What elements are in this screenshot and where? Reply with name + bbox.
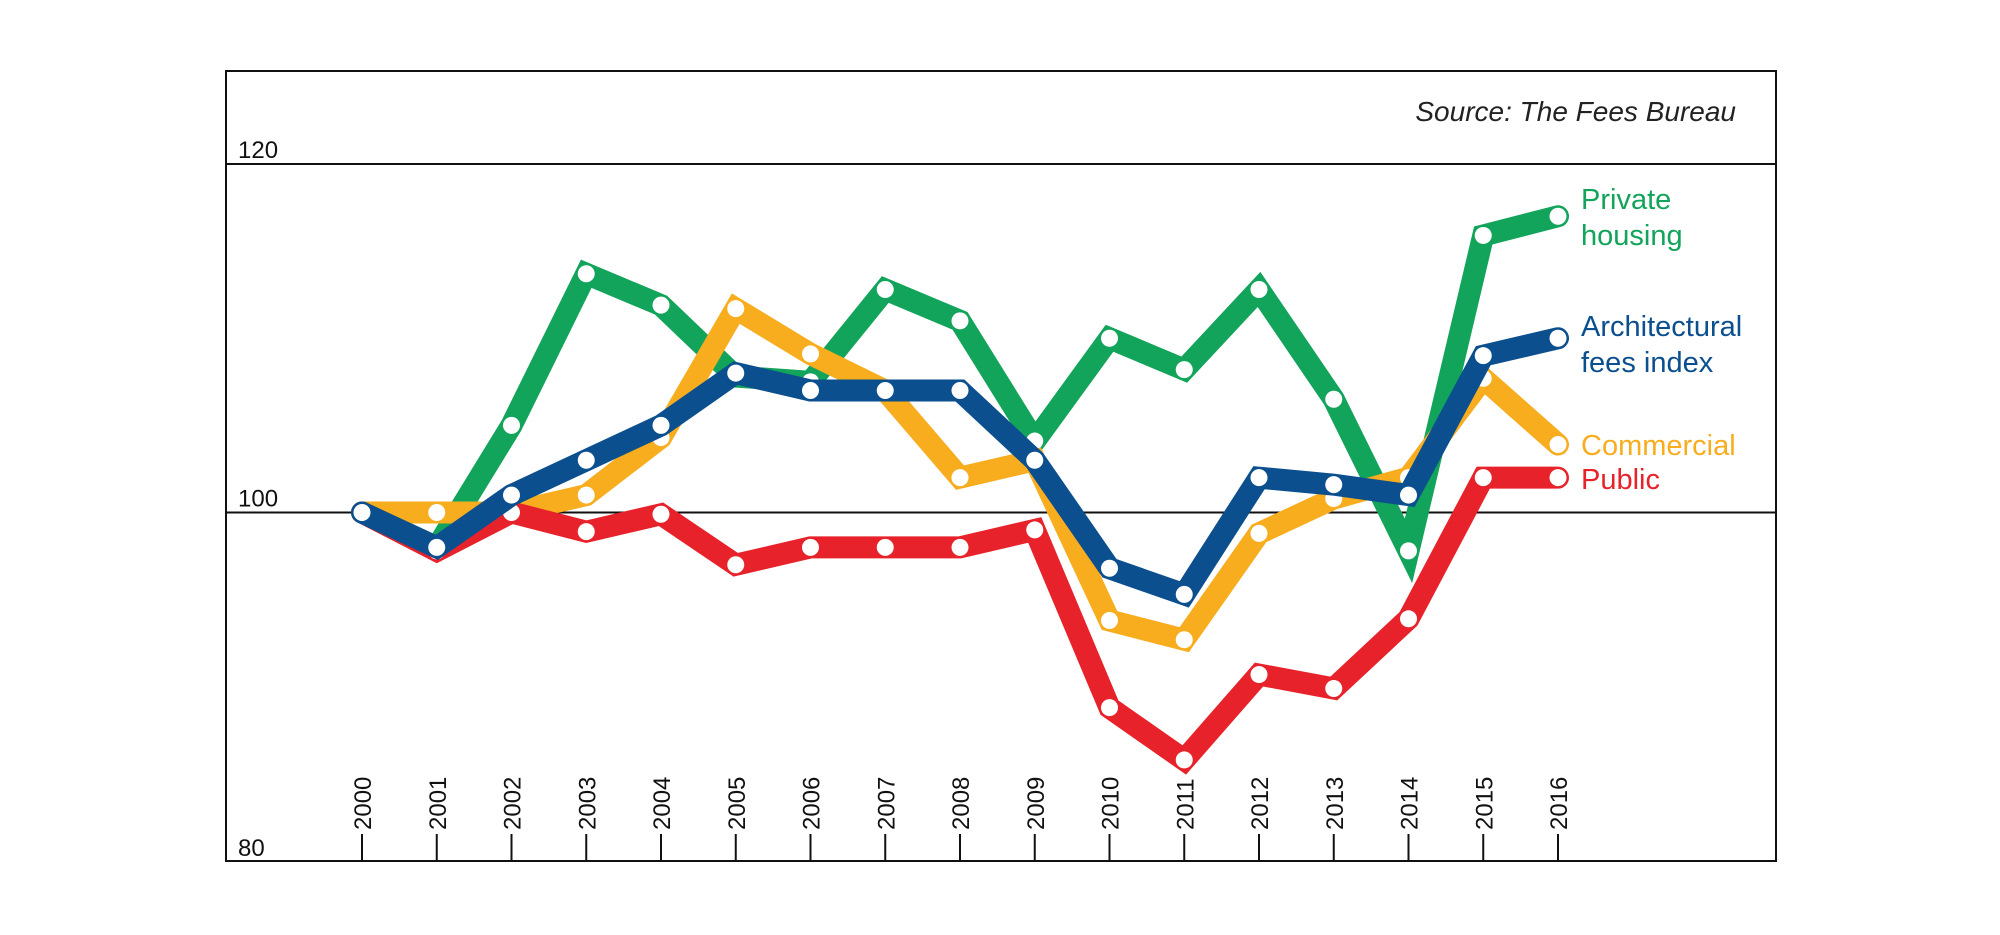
data-point xyxy=(1175,361,1193,379)
data-point xyxy=(1101,329,1118,347)
x-tick-label: 2016 xyxy=(1546,777,1573,830)
data-point xyxy=(1175,751,1193,769)
data-point xyxy=(353,504,371,521)
legend-label: Private xyxy=(1581,184,1671,216)
data-point xyxy=(1549,329,1567,347)
x-tick-label: 2014 xyxy=(1397,777,1424,830)
data-point xyxy=(652,296,670,314)
data-point xyxy=(1175,585,1193,603)
data-point xyxy=(1250,666,1268,684)
series-line xyxy=(351,466,1569,775)
data-point xyxy=(951,469,969,487)
data-point xyxy=(1250,469,1268,487)
data-point xyxy=(1400,610,1417,628)
data-point xyxy=(1549,436,1567,454)
data-point xyxy=(1101,612,1118,630)
data-point xyxy=(1549,207,1567,225)
y-tick-label: 100 xyxy=(238,486,278,513)
x-tick-label: 2015 xyxy=(1471,777,1498,830)
data-point xyxy=(577,265,595,283)
x-tick-label: 2000 xyxy=(350,777,377,830)
data-point xyxy=(1325,390,1343,408)
x-tick-label: 2003 xyxy=(574,777,601,830)
x-tick-label: 2011 xyxy=(1172,778,1199,830)
data-point xyxy=(652,505,670,523)
data-point xyxy=(1250,280,1268,298)
data-point xyxy=(951,382,969,400)
x-tick-label: 2012 xyxy=(1247,777,1274,830)
data-point xyxy=(503,416,520,434)
legend-label: Commercial xyxy=(1581,430,1736,462)
x-tick-label: 2005 xyxy=(724,777,751,830)
y-tick-label: 80 xyxy=(238,835,265,862)
data-point xyxy=(428,504,446,521)
plot-frame xyxy=(225,70,1777,862)
legend-label: housing xyxy=(1581,220,1683,252)
data-point xyxy=(1400,486,1417,504)
data-point xyxy=(1549,469,1567,487)
data-point xyxy=(652,416,670,434)
data-point xyxy=(503,486,520,504)
data-point xyxy=(577,486,595,504)
data-point xyxy=(1400,542,1417,560)
data-point xyxy=(727,364,745,382)
x-tick-label: 2008 xyxy=(948,777,975,830)
x-tick-label: 2010 xyxy=(1098,777,1125,830)
x-tick-label: 2009 xyxy=(1023,777,1050,830)
data-point xyxy=(1101,559,1118,577)
legend-label: Architectural xyxy=(1581,311,1742,343)
data-point xyxy=(1325,476,1343,494)
y-tick-label: 120 xyxy=(238,137,278,164)
data-point xyxy=(1325,679,1343,697)
data-point xyxy=(1250,524,1268,542)
series-architectural-fees-index xyxy=(351,327,1569,608)
x-tick-label: 2013 xyxy=(1322,777,1349,830)
data-point xyxy=(1474,226,1492,244)
data-point xyxy=(1474,347,1492,365)
series-public xyxy=(351,466,1569,775)
data-point xyxy=(876,280,894,298)
x-tick-label: 2004 xyxy=(649,777,676,830)
data-point xyxy=(1026,521,1044,539)
data-point xyxy=(428,538,446,556)
x-tick-label: 2006 xyxy=(799,777,826,830)
x-tick-label: 2002 xyxy=(500,777,527,830)
data-point xyxy=(727,556,745,574)
x-tick-label: 2007 xyxy=(873,777,900,830)
legend-label: Public xyxy=(1581,464,1660,496)
x-tick-label: 2001 xyxy=(425,777,452,830)
data-point xyxy=(727,300,745,318)
data-point xyxy=(951,538,969,556)
legend-label: fees index xyxy=(1581,347,1714,379)
data-point xyxy=(876,382,894,400)
data-point xyxy=(802,345,819,363)
data-point xyxy=(1175,631,1193,649)
data-point xyxy=(951,312,969,330)
data-point xyxy=(876,538,894,556)
data-point xyxy=(802,382,819,400)
data-point xyxy=(1101,699,1118,717)
data-point xyxy=(802,538,819,556)
data-point xyxy=(577,523,595,541)
data-point xyxy=(577,451,595,469)
data-point xyxy=(1026,451,1044,469)
source-note: Source: The Fees Bureau xyxy=(1415,96,1736,127)
data-point xyxy=(1474,469,1492,487)
